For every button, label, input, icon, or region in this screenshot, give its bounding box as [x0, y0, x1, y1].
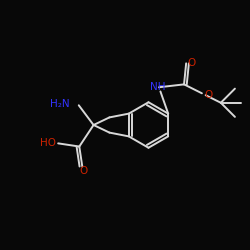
Text: NH: NH: [150, 82, 166, 92]
Text: H₂N: H₂N: [50, 99, 70, 109]
Text: HO: HO: [40, 138, 56, 148]
Text: O: O: [188, 58, 196, 68]
Text: O: O: [80, 166, 88, 176]
Text: O: O: [204, 90, 212, 100]
